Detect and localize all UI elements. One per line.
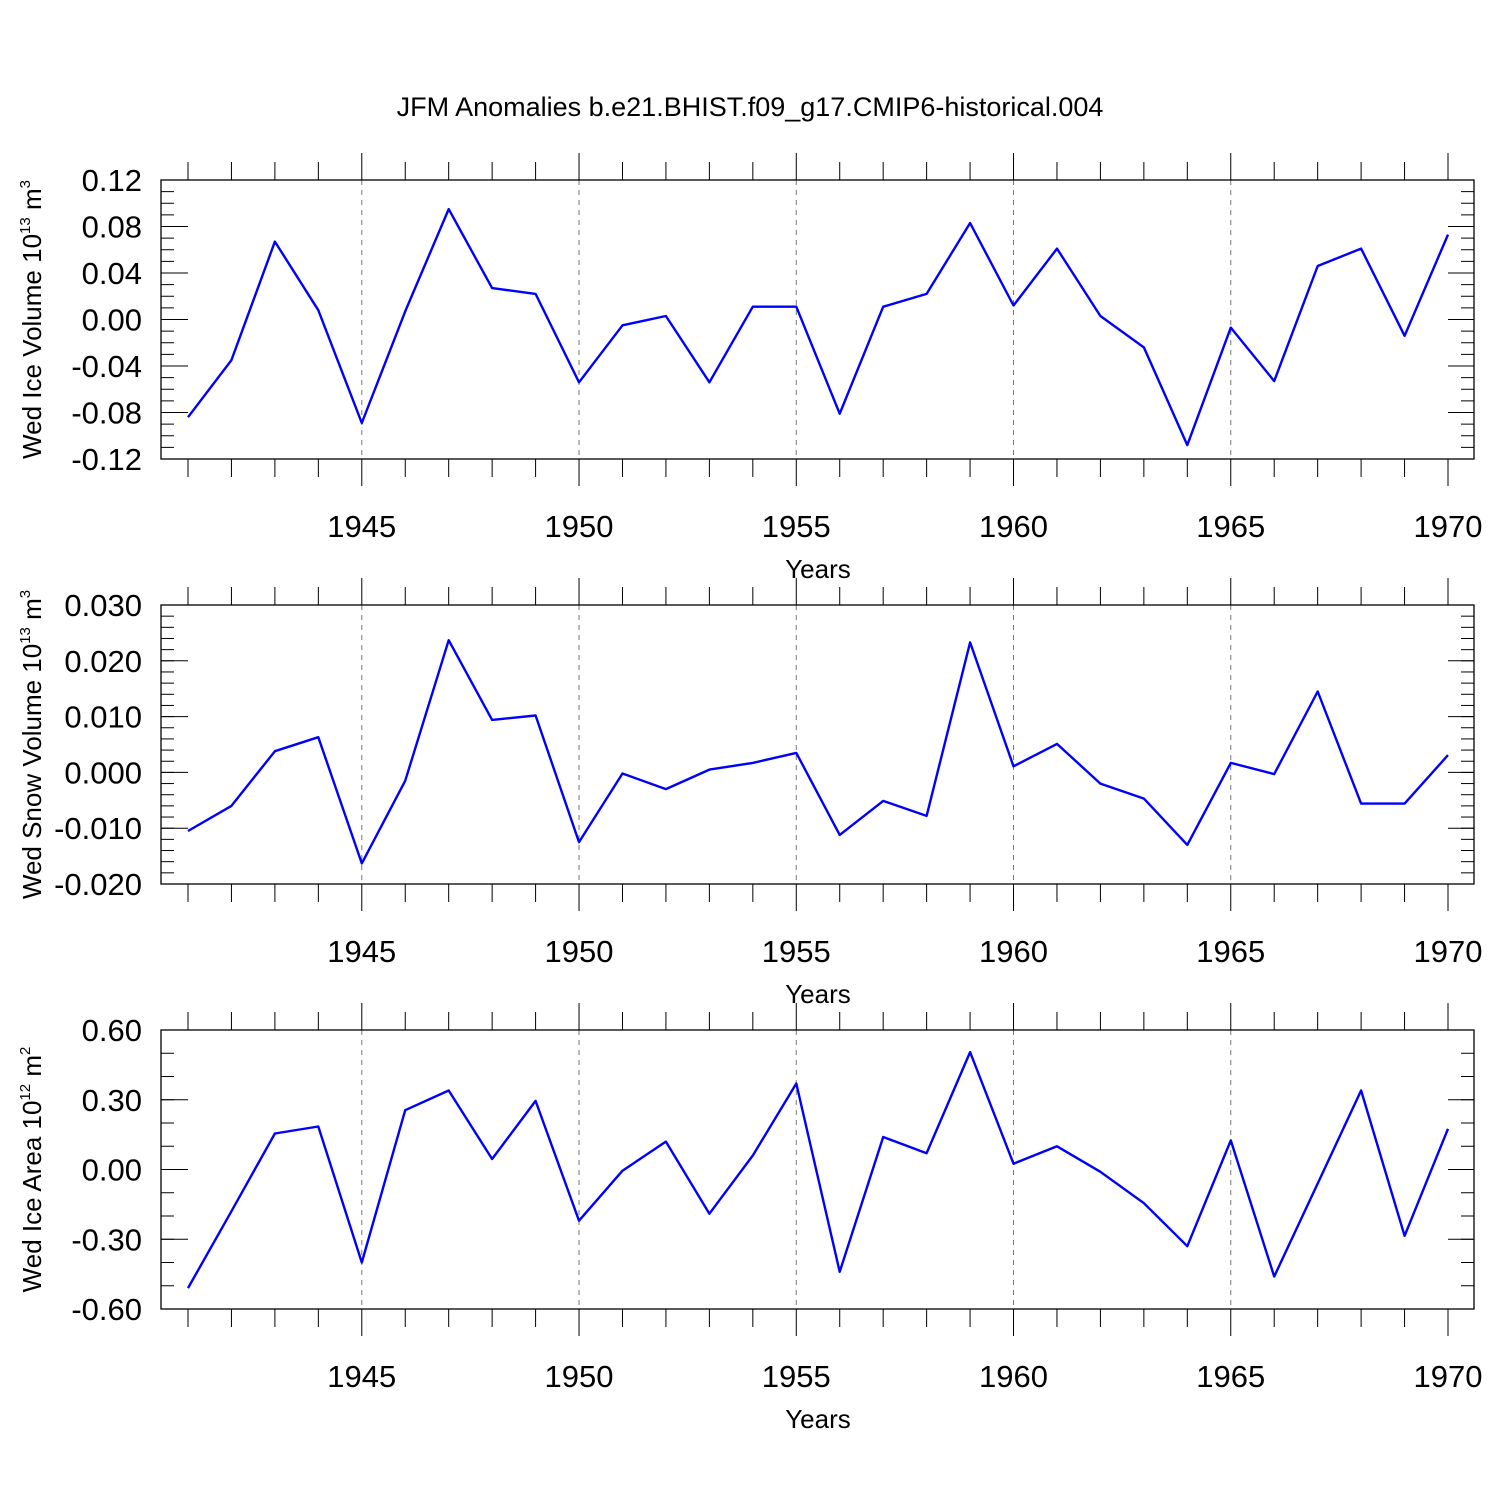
x-axis-label: Years bbox=[785, 554, 851, 584]
y-tick-label: -0.08 bbox=[71, 396, 142, 431]
x-tick-label: 1960 bbox=[979, 934, 1048, 969]
y-tick-label: 0.000 bbox=[64, 755, 142, 790]
series-line bbox=[187, 639, 1449, 865]
y-tick-label: -0.04 bbox=[71, 349, 142, 384]
y-tick-label: -0.60 bbox=[71, 1292, 142, 1327]
y-tick-label: 0.010 bbox=[64, 700, 142, 735]
y-tick-label: 0.60 bbox=[82, 1013, 142, 1048]
y-axis-label: Wed Ice Volume 1013 m3 bbox=[17, 180, 47, 459]
y-tick-label: 0.020 bbox=[64, 644, 142, 679]
series-line bbox=[187, 207, 1450, 447]
x-tick-label: 1950 bbox=[545, 1359, 614, 1394]
y-tick-label: -0.30 bbox=[71, 1222, 142, 1257]
plot-frame bbox=[160, 1029, 1475, 1310]
x-tick-label: 1950 bbox=[545, 509, 614, 544]
y-tick-label: -0.010 bbox=[54, 811, 142, 846]
y-axis-label: Wed Ice Area 1012 m2 bbox=[17, 1047, 47, 1293]
x-tick-label: 1965 bbox=[1196, 1359, 1265, 1394]
x-tick-label: 1945 bbox=[327, 1359, 396, 1394]
x-tick-label: 1945 bbox=[327, 509, 396, 544]
x-tick-label: 1970 bbox=[1414, 1359, 1483, 1394]
x-tick-label: 1945 bbox=[327, 934, 396, 969]
x-tick-label: 1950 bbox=[545, 934, 614, 969]
y-tick-label: 0.04 bbox=[82, 256, 142, 291]
x-axis-label: Years bbox=[785, 979, 851, 1009]
panel-2: -0.020 -0.010 0.000 0.010 0.020 0.030 1945 1950… bbox=[17, 578, 1482, 1009]
x-axis-label: Years bbox=[785, 1404, 851, 1434]
x-tick-label: 1970 bbox=[1414, 509, 1483, 544]
x-tick-label: 1970 bbox=[1414, 934, 1483, 969]
x-tick-label: 1955 bbox=[762, 934, 831, 969]
chart-title: JFM Anomalies b.e21.BHIST.f09_g17.CMIP6-… bbox=[397, 92, 1104, 122]
x-tick-label: 1955 bbox=[762, 509, 831, 544]
y-tick-label: -0.020 bbox=[54, 867, 142, 902]
y-axis-label: Wed Snow Volume 1013 m3 bbox=[17, 590, 47, 899]
panel-1: -0.12 -0.08 -0.04 0.00 0.04 0.08 0.12 1945 1950 1… bbox=[17, 153, 1482, 584]
y-tick-label: 0.030 bbox=[64, 588, 142, 623]
plot-frame bbox=[160, 604, 1475, 885]
x-tick-label: 1955 bbox=[762, 1359, 831, 1394]
y-tick-label: 0.12 bbox=[82, 163, 142, 198]
series-line bbox=[186, 1050, 1450, 1289]
x-tick-label: 1965 bbox=[1196, 509, 1265, 544]
panel-3: -0.60 -0.30 0.00 0.30 0.60 1945 1950 1955 1960 19… bbox=[17, 1003, 1482, 1434]
x-tick-label: 1960 bbox=[979, 1359, 1048, 1394]
y-tick-label: 0.08 bbox=[82, 210, 142, 245]
y-tick-label: 0.30 bbox=[82, 1083, 142, 1118]
x-tick-label: 1960 bbox=[979, 509, 1048, 544]
plot-frame bbox=[160, 179, 1475, 460]
y-tick-label: 0.00 bbox=[82, 1153, 142, 1188]
x-tick-label: 1965 bbox=[1196, 934, 1265, 969]
y-tick-label: -0.12 bbox=[71, 442, 142, 477]
y-tick-label: 0.00 bbox=[82, 303, 142, 338]
